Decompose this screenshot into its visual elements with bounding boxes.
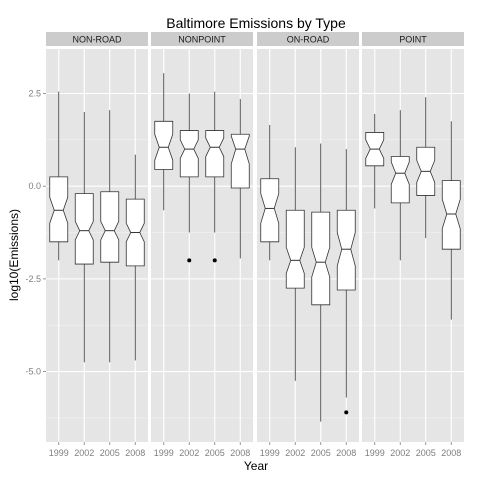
y-tick-label: -2.5 [25,274,41,284]
box-nonpoint-2008 [230,99,250,259]
y-tick-label: 2.5 [28,88,41,98]
x-tick-label: 2002 [285,448,305,458]
x-tick-label: 1999 [49,448,69,458]
notched-box [179,130,199,178]
x-tick-label: 2002 [179,448,199,458]
facet-strip [46,32,148,46]
x-tick-label: 2005 [205,448,225,458]
notched-box [336,209,356,291]
box-point-2008 [441,121,461,320]
x-tick-label: 1999 [260,448,280,458]
x-tick-label: 2002 [390,448,410,458]
facet-strip-label: ON-ROAD [287,35,330,45]
notched-box [154,120,174,170]
box-nonpoint-1999 [154,73,174,211]
panel-non-road: NON-ROAD 1999 2002 2005 2008 [46,32,148,458]
box-non-road-2005 [100,110,120,363]
outlier-point [212,258,217,263]
facet-strip [257,32,359,46]
x-tick-label: 2005 [416,448,436,458]
facet-strip-label: NON-ROAD [73,35,122,45]
notched-box [441,180,461,250]
box-on-road-1999 [260,125,280,261]
notched-box [230,133,250,189]
box-point-2002 [390,110,410,261]
x-tick-label: 2008 [230,448,250,458]
y-tick-label: 0.0 [28,181,41,191]
notched-box [205,130,225,178]
plot-area: NON-ROAD 1999 2002 2005 2008 NONPOINT 1999 2002… [25,32,464,458]
x-tick-label: 2005 [311,448,331,458]
box-nonpoint-2002 [179,93,199,263]
box-non-road-2002 [74,112,94,363]
x-tick-label: 1999 [154,448,174,458]
x-tick-label: 2005 [100,448,120,458]
notched-box [49,176,69,243]
box-on-road-2005 [311,143,331,422]
outlier-point [187,258,192,263]
facet-strip [151,32,253,46]
panel-nonpoint: NONPOINT 1999 2002 2005 2008 [151,32,253,458]
x-tick-label: 2002 [74,448,94,458]
notched-box [100,191,120,263]
x-axis-title: Year [244,459,268,473]
box-point-2005 [416,97,436,239]
box-on-road-2008 [336,149,356,415]
notched-box [74,193,94,265]
x-tick-label: 2008 [336,448,356,458]
notched-box [390,156,410,204]
x-tick-label: 2008 [125,448,145,458]
panel-background [151,49,253,442]
x-tick-label: 1999 [365,448,385,458]
box-non-road-1999 [49,91,69,261]
x-tick-label: 2008 [441,448,461,458]
notched-box [260,178,280,243]
y-axis-title: log10(Emissions) [7,209,21,301]
box-nonpoint-2005 [205,91,225,263]
box-non-road-2008 [125,154,145,361]
notched-box [285,209,305,289]
box-point-1999 [365,113,385,209]
panel-point: POINT 1999 2002 2005 2008 [362,32,464,458]
panel-on-road: ON-ROAD 1999 2002 2005 2008 [257,32,359,458]
box-on-road-2002 [285,147,305,381]
chart-title: Baltimore Emissions by Type [166,15,346,31]
outlier-point [344,410,349,415]
facet-strip [362,32,464,46]
y-tick-label: -5.0 [25,367,41,377]
notched-box [311,211,331,306]
facet-strip-label: NONPOINT [178,35,226,45]
facet-strip-label: POINT [399,35,427,45]
